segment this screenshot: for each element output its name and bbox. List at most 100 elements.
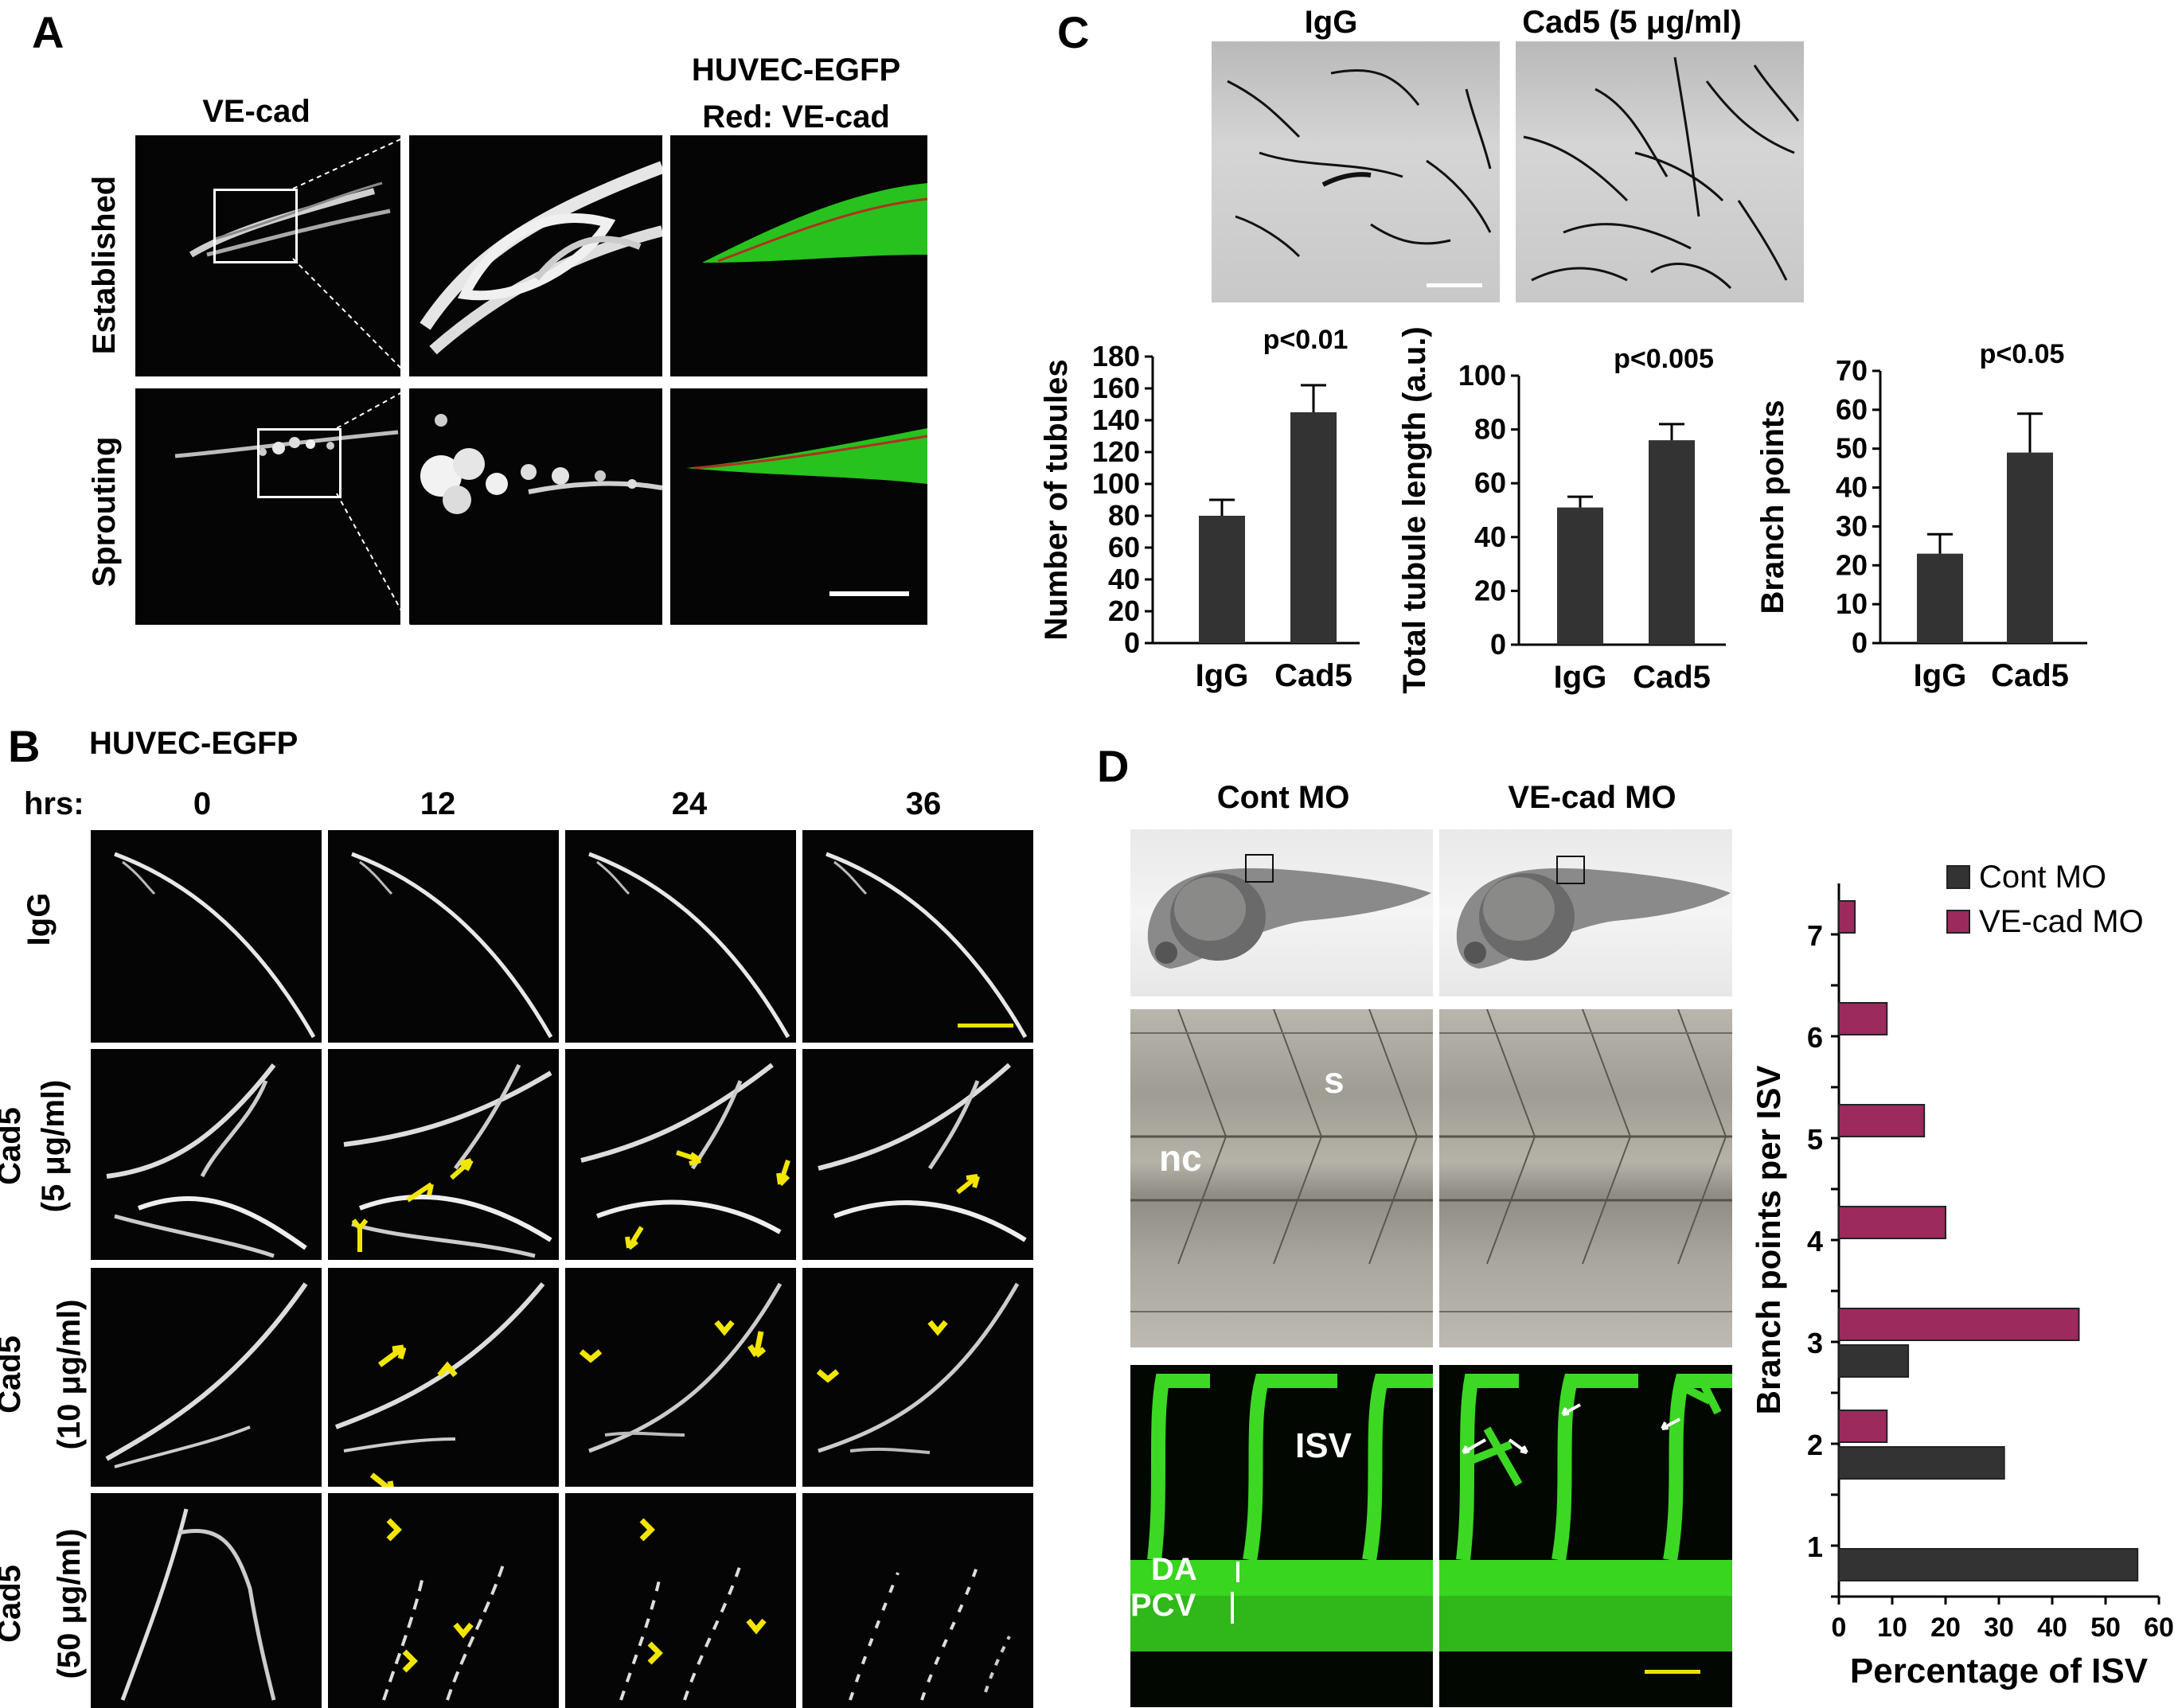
panel-d-cont-vessels-image	[1130, 1365, 1433, 1707]
y-axis-label: Number of tubules	[1039, 359, 1074, 640]
x-tick-label: Cad5	[1274, 658, 1352, 693]
chart-branch-points: 0 10 20 30 40 50 60 70 IgG Cad5 p<0.05 Branch point…	[1759, 339, 2087, 693]
x-tick-label: 0	[1832, 1612, 1847, 1643]
y-tick-label: 0	[1124, 626, 1140, 659]
y-tick-label: 30	[1836, 509, 1868, 542]
y-tick-label: 20	[1108, 595, 1140, 627]
bar-cont-mo-3	[1838, 1344, 1910, 1378]
bar-cad5	[1649, 440, 1695, 645]
chart-total-tubule-length: 0 20 40 60 80 100 IgG Cad5 p<0.005 Total tubule l…	[1401, 326, 1726, 695]
panel-a-established-zoom-image	[409, 135, 662, 376]
x-tick-label: 40	[2037, 1612, 2067, 1643]
panel-c-img1-label: IgG	[1304, 5, 1358, 40]
panel-b-letter: B	[8, 721, 41, 771]
y-tick-label: 0	[1852, 626, 1868, 659]
x-tick-label: 50	[2090, 1612, 2121, 1643]
y-tick-label: 0	[1490, 628, 1506, 661]
panel-b-igg-0h-image	[91, 830, 322, 1043]
bar-ve-cad-mo-3	[1838, 1308, 2080, 1341]
panel-a-zoom-lines	[292, 135, 410, 626]
legend-label-1: VE-cad MO	[1979, 904, 2144, 939]
y-tick-label: 100	[1458, 359, 1506, 392]
panel-a-zoom-box-1	[213, 189, 298, 263]
panel-b-cad5-50-0h-image	[91, 1493, 322, 1708]
p-value-annotation: p<0.05	[1980, 339, 2065, 369]
y-tick-label: 120	[1092, 435, 1140, 468]
p-value-annotation: p<0.005	[1614, 344, 1714, 374]
panel-a-letter: A	[32, 7, 64, 57]
panel-d-letter: D	[1097, 741, 1130, 791]
bar-ve-cad-mo-2	[1838, 1410, 1888, 1443]
panel-d-label-pcv: PCV	[1130, 1588, 1196, 1623]
y-tick-label: 5	[1807, 1123, 1823, 1156]
panel-b-time-0: 0	[193, 786, 212, 821]
bar-igg	[1199, 516, 1245, 643]
y-tick-label: 60	[1474, 466, 1506, 499]
x-tick-label: 10	[1877, 1612, 1907, 1643]
chart-branch-points-per-isv: 0 10 20 30 40 50 60 1 2 3 4 5 6 7 Percentage of ISV Bra…	[1750, 860, 2174, 1690]
panel-b-row4-label-1: Cad5	[0, 1565, 27, 1643]
panel-b-igg-12h-image	[328, 830, 559, 1043]
y-tick-label: 7	[1807, 919, 1823, 952]
panel-b-igg-36h-image	[802, 830, 1033, 1043]
y-tick-label: 60	[1108, 531, 1140, 563]
panel-b-row3-label-1: Cad5	[0, 1336, 27, 1414]
panel-b-title: HUVEC-EGFP	[89, 726, 299, 761]
legend-swatch-1	[1946, 910, 1970, 934]
bar-cont-mo-2	[1838, 1446, 2005, 1480]
x-tick-label: IgG	[1554, 660, 1607, 695]
panel-b-cad5-5-0h-image	[91, 1049, 322, 1260]
x-tick-label: 30	[1984, 1612, 2014, 1643]
bar-cont-mo-1	[1838, 1548, 2139, 1581]
x-tick-label: 20	[1930, 1612, 1961, 1643]
y-tick-label: 1	[1807, 1531, 1823, 1563]
panel-d-cont-embryo-image	[1130, 829, 1433, 996]
y-tick-label: 80	[1474, 413, 1506, 446]
bar-cad5	[2007, 452, 2053, 643]
panel-b-igg-24h-image	[565, 830, 796, 1043]
panel-a-scale-bar	[829, 591, 909, 596]
panel-b-cad5-10-24h-image	[565, 1268, 796, 1487]
panel-b-row2-label-2: (5 μg/ml)	[36, 1079, 71, 1213]
panel-b-time-12: 12	[420, 786, 456, 821]
panel-d-col2-label: VE-cad MO	[1508, 780, 1676, 815]
panel-a-col3-label-2: Red: VE-cad	[702, 99, 890, 135]
panel-a-sprouting-merge-image	[670, 388, 927, 625]
panel-d-label-nc: nc	[1159, 1137, 1202, 1179]
panel-b-row3-label-2: (10 μg/ml)	[52, 1299, 87, 1450]
panel-b-cad5-5-24h-image	[565, 1049, 796, 1260]
panel-d-vecad-vessels-image	[1439, 1365, 1732, 1707]
panel-d-vecad-trunk-image	[1439, 1009, 1732, 1347]
bar-ve-cad-mo-4	[1838, 1206, 1946, 1239]
panel-d-cont-trunk-image	[1130, 1009, 1433, 1347]
panel-d-pcv-marker	[1231, 1592, 1234, 1624]
y-tick-label: 100	[1092, 467, 1140, 500]
panel-a-sprouting-overview-image	[135, 388, 400, 625]
y-tick-label: 50	[1836, 432, 1868, 465]
x-tick-label: Cad5	[1991, 658, 2069, 693]
panel-b-cad5-10-36h-image	[802, 1268, 1033, 1487]
y-tick-label: 40	[1836, 471, 1868, 504]
panel-d-label-da: DA	[1151, 1552, 1197, 1587]
legend-label-0: Cont MO	[1979, 860, 2106, 895]
panel-d-vecad-embryo-image	[1439, 829, 1732, 996]
y-tick-label: 60	[1836, 393, 1868, 426]
panel-b-row4-label-2: (50 μg/ml)	[52, 1528, 87, 1679]
panel-b-time-36: 36	[905, 786, 942, 821]
panel-b-cad5-50-24h-image	[565, 1493, 796, 1708]
panel-c-scale-bar	[1427, 283, 1482, 287]
panel-b-cad5-50-36h-image	[802, 1493, 1033, 1708]
y-tick-label: 10	[1836, 587, 1868, 620]
bar-igg	[1557, 507, 1603, 645]
y-axis-label: Branch points per ISV	[1750, 1066, 1787, 1415]
y-tick-label: 3	[1807, 1327, 1823, 1359]
panel-b-cad5-50-12h-image	[328, 1493, 559, 1708]
panel-a-established-overview-image	[135, 135, 400, 376]
panel-a-sprouting-zoom-image	[409, 388, 662, 625]
y-tick-label: 80	[1108, 499, 1140, 532]
panel-b-cad5-10-12h-image	[328, 1268, 559, 1487]
panel-d-label-s: s	[1324, 1059, 1345, 1101]
bar-cad5	[1290, 412, 1337, 643]
y-tick-label: 70	[1836, 354, 1868, 387]
